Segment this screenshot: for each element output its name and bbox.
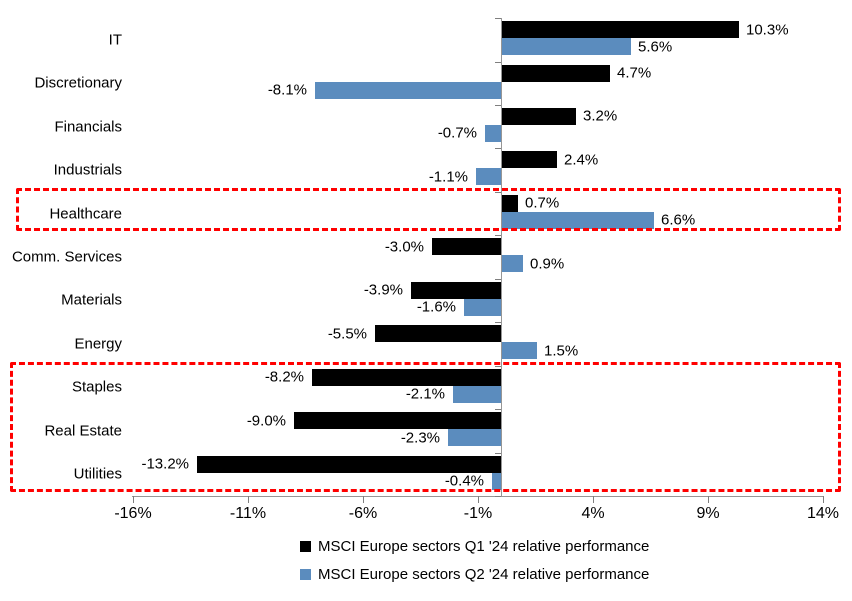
value-q2-discretionary: -8.1% bbox=[267, 81, 307, 99]
x-tick--6 bbox=[363, 496, 364, 503]
bar-q2-utilities bbox=[491, 472, 501, 490]
bar-q1-healthcare bbox=[502, 194, 519, 212]
value-q2-comm-services: 0.9% bbox=[530, 255, 565, 273]
legend-label-q1: MSCI Europe sectors Q1 '24 relative perf… bbox=[318, 537, 650, 555]
category-label-healthcare: Healthcare bbox=[49, 205, 122, 222]
category-tick bbox=[495, 104, 501, 106]
bar-q1-energy bbox=[374, 325, 501, 343]
category-label-energy: Energy bbox=[74, 335, 122, 353]
y-axis-line bbox=[501, 18, 502, 496]
bar-q1-materials bbox=[411, 281, 501, 299]
category-tick bbox=[495, 365, 501, 367]
bar-q1-utilities bbox=[197, 455, 501, 473]
value-q2-staples: -2.1% bbox=[405, 385, 445, 403]
bar-q2-industrials bbox=[475, 168, 501, 186]
category-tick bbox=[495, 452, 501, 454]
value-q2-energy: 1.5% bbox=[544, 342, 579, 360]
category-tick bbox=[495, 322, 501, 324]
category-label-financials: Financials bbox=[54, 118, 122, 136]
value-q1-staples: -8.2% bbox=[264, 368, 304, 386]
bar-q2-financials bbox=[484, 124, 501, 142]
category-label-discretionary: Discretionary bbox=[34, 74, 122, 92]
category-label-comm-services: Comm. Services bbox=[11, 248, 122, 266]
x-tick-label--11: -11% bbox=[229, 505, 267, 522]
x-tick-label--1: -1% bbox=[463, 505, 493, 522]
value-q2-utilities: -0.4% bbox=[444, 472, 484, 490]
category-tick bbox=[495, 191, 501, 193]
category-tick bbox=[495, 496, 501, 497]
value-q2-financials: -0.7% bbox=[437, 124, 477, 142]
bar-q2-materials bbox=[464, 298, 501, 316]
legend-swatch-q2-icon bbox=[300, 568, 311, 580]
value-q2-industrials: -1.1% bbox=[428, 168, 468, 186]
legend-label-q2: MSCI Europe sectors Q2 '24 relative perf… bbox=[318, 565, 650, 583]
bar-q2-healthcare bbox=[502, 211, 654, 229]
value-q1-industrials: 2.4% bbox=[564, 151, 599, 169]
bar-q1-comm-services bbox=[432, 238, 501, 256]
legend-item-q2: MSCI Europe sectors Q2 '24 relative perf… bbox=[300, 564, 649, 584]
value-q1-discretionary: 4.7% bbox=[617, 64, 652, 82]
bar-q1-it bbox=[502, 21, 739, 38]
category-tick bbox=[495, 409, 501, 411]
bar-q2-comm-services bbox=[502, 255, 523, 273]
bar-q2-it bbox=[502, 38, 631, 55]
x-tick-label-9: 9% bbox=[696, 505, 720, 522]
category-label-utilities: Utilities bbox=[73, 465, 122, 483]
x-tick-14 bbox=[823, 496, 824, 503]
bar-q2-real-estate bbox=[448, 429, 501, 447]
x-tick--1 bbox=[478, 496, 479, 503]
category-label-industrials: Industrials bbox=[53, 161, 122, 179]
x-tick--11 bbox=[248, 496, 249, 503]
category-tick bbox=[495, 61, 501, 63]
legend-swatch-q1-icon bbox=[300, 540, 311, 552]
x-tick-label--6: -6% bbox=[348, 505, 378, 522]
category-label-materials: Materials bbox=[61, 291, 122, 309]
bar-q2-energy bbox=[502, 342, 537, 360]
category-tick bbox=[495, 148, 501, 150]
value-q1-financials: 3.2% bbox=[583, 107, 618, 125]
category-label-real-estate: Real Estate bbox=[44, 422, 122, 440]
category-tick bbox=[495, 18, 501, 19]
value-q1-utilities: -13.2% bbox=[141, 455, 189, 473]
x-tick-9 bbox=[708, 496, 709, 503]
category-tick bbox=[495, 235, 501, 237]
value-q1-real-estate: -9.0% bbox=[246, 412, 286, 430]
bar-q1-real-estate bbox=[294, 412, 501, 430]
highlight-box-1 bbox=[16, 187, 841, 232]
value-q1-comm-services: -3.0% bbox=[384, 238, 424, 256]
bar-q1-industrials bbox=[502, 151, 558, 169]
legend: MSCI Europe sectors Q1 '24 relative perf… bbox=[300, 536, 649, 584]
x-tick-label--16: -16% bbox=[114, 505, 152, 522]
value-q1-healthcare: 0.7% bbox=[525, 194, 560, 212]
value-q1-materials: -3.9% bbox=[363, 281, 403, 299]
x-tick--16 bbox=[133, 496, 134, 503]
value-q2-healthcare: 6.6% bbox=[661, 211, 696, 229]
bar-q1-staples bbox=[312, 368, 501, 386]
value-q1-energy: -5.5% bbox=[327, 325, 367, 343]
value-q1-it: 10.3% bbox=[746, 21, 789, 38]
bar-q2-discretionary bbox=[314, 81, 501, 99]
value-q2-it: 5.6% bbox=[638, 38, 673, 55]
x-tick-label-4: 4% bbox=[581, 505, 605, 522]
x-tick-4 bbox=[593, 496, 594, 503]
bar-q2-staples bbox=[452, 385, 501, 403]
category-tick bbox=[495, 278, 501, 280]
bar-q1-financials bbox=[502, 107, 576, 125]
x-tick-label-14: 14% bbox=[806, 505, 840, 522]
value-q2-materials: -1.6% bbox=[416, 298, 456, 316]
value-q2-real-estate: -2.3% bbox=[400, 429, 440, 447]
category-label-staples: Staples bbox=[71, 378, 122, 396]
legend-item-q1: MSCI Europe sectors Q1 '24 relative perf… bbox=[300, 536, 649, 556]
category-label-it: IT bbox=[108, 31, 122, 49]
bar-q1-discretionary bbox=[502, 64, 611, 82]
